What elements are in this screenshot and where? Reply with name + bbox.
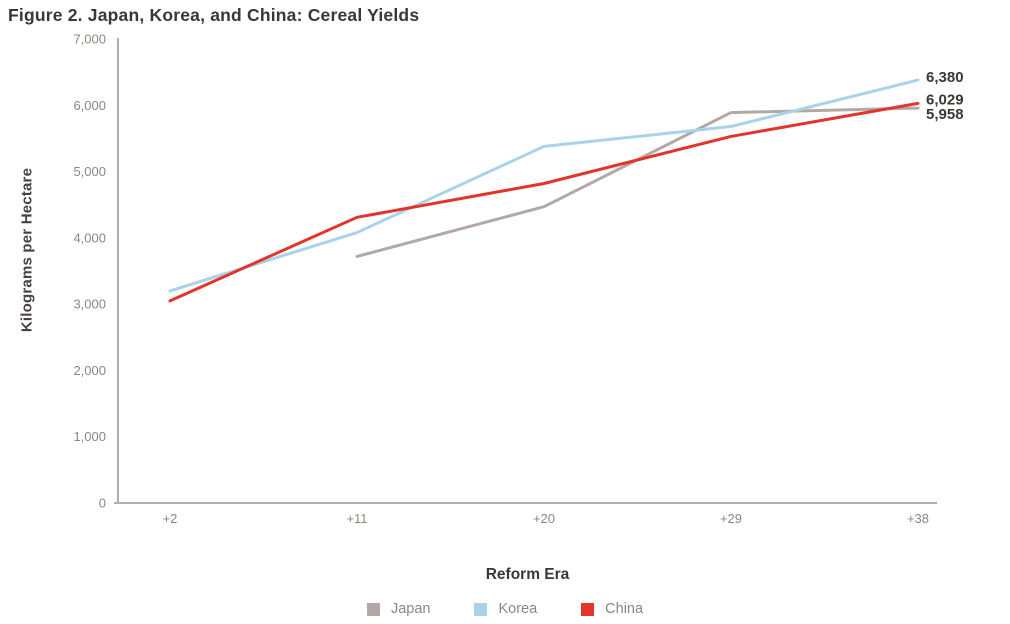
x-tick-label: +38 bbox=[907, 511, 929, 526]
y-tick-label: 3,000 bbox=[73, 297, 106, 312]
y-tick-label: 7,000 bbox=[73, 32, 106, 47]
legend-item-japan: Japan bbox=[366, 601, 431, 617]
japan-swatch-icon bbox=[366, 602, 380, 616]
japan-end-value-label: 5,958 bbox=[926, 106, 964, 123]
china-swatch-icon bbox=[581, 602, 595, 616]
y-tick-label: 4,000 bbox=[73, 230, 106, 245]
legend-item-china: China bbox=[581, 601, 643, 617]
legend-label-korea: Korea bbox=[498, 601, 538, 617]
korea-line bbox=[168, 78, 920, 293]
korea-end-value-label: 6,380 bbox=[926, 69, 964, 86]
china-line bbox=[168, 101, 920, 303]
x-tick-label: +11 bbox=[346, 511, 367, 526]
legend-item-korea: Korea bbox=[474, 601, 537, 617]
y-tick-label: 6,000 bbox=[73, 98, 106, 113]
y-axis-title: Kilograms per Hectare bbox=[18, 167, 36, 333]
y-tick-label: 5,000 bbox=[73, 164, 106, 179]
x-axis-title: Reform Era bbox=[485, 566, 570, 583]
y-tick-label: 0 bbox=[99, 496, 106, 511]
korea-swatch-icon bbox=[474, 602, 488, 616]
y-tick-label: 1,000 bbox=[73, 429, 106, 444]
japan-line bbox=[355, 106, 920, 258]
legend-label-japan: Japan bbox=[390, 601, 431, 617]
x-tick-label: +20 bbox=[533, 511, 555, 526]
figure-title: Figure 2. Japan, Korea, and China: Cerea… bbox=[8, 5, 420, 25]
y-tick-label: 2,000 bbox=[73, 363, 106, 378]
x-tick-label: +29 bbox=[720, 511, 742, 526]
legend: Japan Korea China bbox=[0, 601, 1010, 617]
china-end-value-label: 6,029 bbox=[926, 91, 964, 108]
x-tick-label: +2 bbox=[163, 511, 178, 526]
legend-label-china: China bbox=[605, 601, 644, 617]
